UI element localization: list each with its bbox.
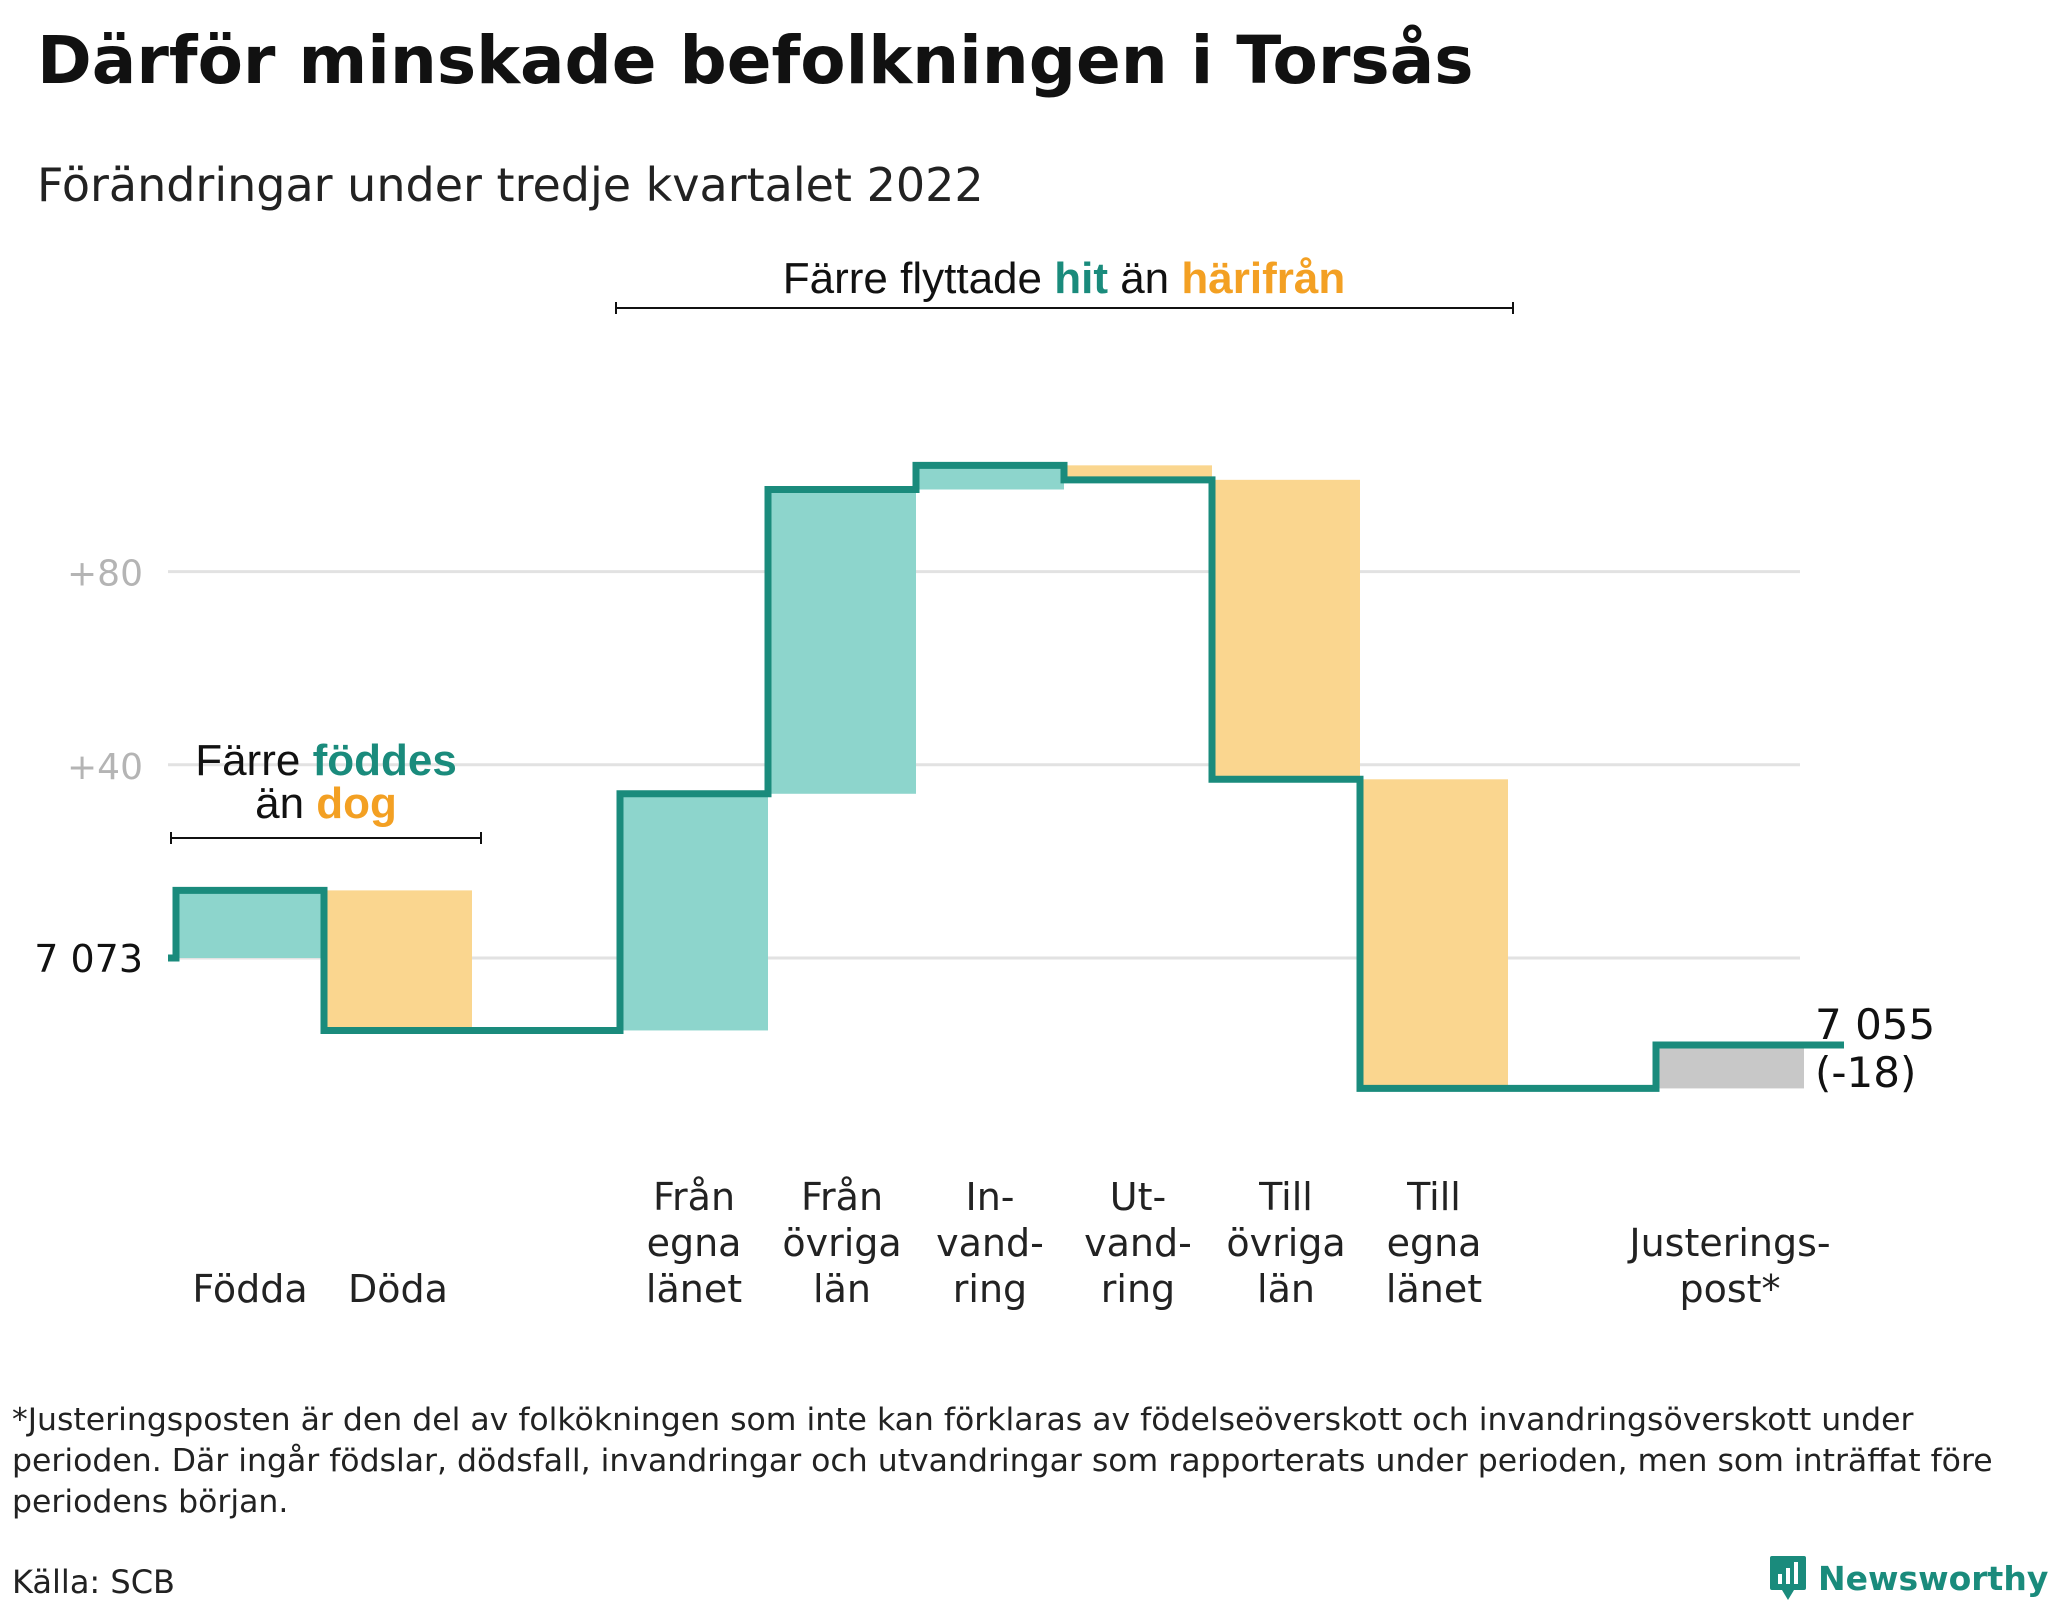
newsworthy-logo-icon bbox=[1770, 1556, 1806, 1600]
bar bbox=[1656, 1044, 1804, 1089]
category-label: Till bbox=[1258, 1175, 1313, 1219]
category-label: Döda bbox=[348, 1267, 448, 1311]
category-label: Ut- bbox=[1110, 1175, 1166, 1219]
brand-name: Newsworthy bbox=[1818, 1558, 2048, 1598]
annotation-births-line2: än dog bbox=[255, 779, 397, 828]
cumulative-line bbox=[168, 461, 1844, 1092]
bar bbox=[324, 890, 472, 1031]
category-label: Födda bbox=[192, 1267, 307, 1311]
category-label: ring bbox=[1101, 1267, 1175, 1311]
category-label: Till bbox=[1406, 1175, 1461, 1219]
end-value-label: 7 055 bbox=[1815, 1000, 1935, 1049]
brand-logo: Newsworthy bbox=[1768, 1552, 2048, 1604]
y-tick-label: +40 bbox=[67, 747, 143, 788]
category-label: Från bbox=[801, 1175, 883, 1219]
annotation-moves-line1: Färre flyttade hit än härifrån bbox=[783, 254, 1345, 303]
category-label: Justerings- bbox=[1627, 1221, 1830, 1265]
category-label: ring bbox=[953, 1267, 1027, 1311]
source-label: Källa: SCB bbox=[12, 1563, 175, 1601]
bar bbox=[768, 489, 916, 794]
start-value-label: 7 073 bbox=[34, 937, 143, 981]
category-label: länet bbox=[646, 1267, 742, 1311]
y-tick-label: +80 bbox=[67, 554, 143, 595]
bar bbox=[176, 890, 324, 958]
category-label: Från bbox=[653, 1175, 735, 1219]
bar bbox=[916, 465, 1064, 490]
category-label: In- bbox=[965, 1175, 1014, 1219]
chart-title: Därför minskade befolkningen i Torsås bbox=[37, 22, 1474, 99]
category-label: egna bbox=[647, 1221, 742, 1265]
category-label: post* bbox=[1679, 1267, 1780, 1311]
category-label: övriga bbox=[1226, 1221, 1345, 1265]
category-label: övriga bbox=[782, 1221, 901, 1265]
end-change-label: (-18) bbox=[1815, 1048, 1916, 1097]
bar bbox=[620, 793, 768, 1031]
bar bbox=[1360, 779, 1508, 1089]
category-label: vand- bbox=[936, 1221, 1044, 1265]
bar bbox=[1212, 479, 1360, 780]
category-label: länet bbox=[1386, 1267, 1482, 1311]
annotation-births-line1: Färre föddes bbox=[195, 736, 457, 785]
category-label: vand- bbox=[1084, 1221, 1192, 1265]
category-label: län bbox=[813, 1267, 871, 1311]
category-label: län bbox=[1257, 1267, 1315, 1311]
bar bbox=[1064, 465, 1212, 480]
category-label: egna bbox=[1387, 1221, 1482, 1265]
chart-subtitle: Förändringar under tredje kvartalet 2022 bbox=[37, 158, 984, 212]
footnote: *Justeringsposten är den del av folkökni… bbox=[12, 1402, 1993, 1520]
